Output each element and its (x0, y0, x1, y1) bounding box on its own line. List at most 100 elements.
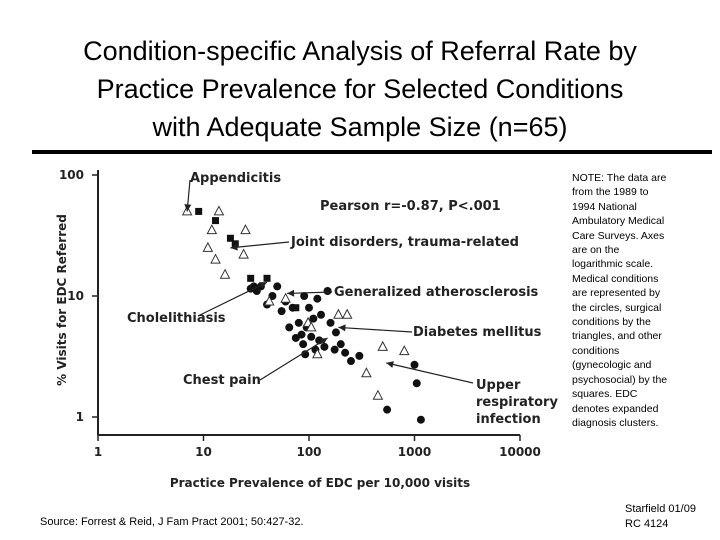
medical-condition-point (323, 286, 332, 295)
medical-condition-point (305, 303, 313, 312)
annotation-arrow-head (287, 289, 295, 297)
medical-condition-point (273, 282, 282, 291)
note-line: (gynecologic and (572, 359, 652, 372)
note-line: are on the (572, 244, 620, 257)
x-tick-label: 1 (94, 445, 102, 459)
surgical-condition-point (398, 345, 410, 356)
medical-condition-point (317, 310, 326, 319)
surgical-condition-point (219, 268, 231, 279)
surgical-condition-point (333, 308, 344, 319)
surgical-condition-point (206, 224, 218, 235)
annotation-arrow-line (199, 281, 268, 316)
medical-condition-point (410, 360, 419, 369)
annotation-arrow-line (259, 337, 328, 381)
other-condition-point (212, 217, 220, 225)
other-condition-point (231, 240, 239, 248)
slide-title-line: with Adequate Sample Size (n=65) (152, 112, 568, 142)
surgical-condition-point (202, 241, 214, 252)
surgical-condition-point (280, 292, 291, 303)
medical-condition-point (309, 314, 318, 323)
chart-note: NOTE: The data are from the 1989 to 1994… (572, 171, 694, 430)
y-tick-label: 10 (67, 289, 84, 303)
note-line: squares. EDC (572, 388, 638, 401)
medical-condition-point (383, 405, 392, 414)
axis-ticks: 1 10 100 1000 10000 1 10 100 (59, 168, 541, 459)
note-line: the circles, surgical (572, 301, 662, 314)
other-condition-point (195, 207, 203, 215)
annotation-arrow-head (184, 204, 192, 212)
surgical-condition-point (210, 253, 221, 264)
y-tick-label: 100 (59, 168, 84, 182)
note-line: 1994 National (572, 200, 637, 213)
medical-condition-point (277, 307, 286, 316)
annotation-arrow-head (386, 361, 394, 368)
title-divider (32, 150, 712, 154)
surgical-condition-point (372, 389, 384, 400)
pearson-stats: Pearson r=-0.87, P<.001 (320, 199, 501, 214)
slide-title-line: Condition-specific Analysis of Referral … (83, 36, 637, 66)
note-line: Care Surveys. Axes (572, 229, 665, 242)
note-line: Ambulatory Medical (572, 215, 665, 228)
note-line: triangles, and other (572, 330, 662, 343)
annotation-arrow-head (230, 243, 238, 251)
annotation-upper-respiratory-infection-1: Upper (476, 378, 521, 393)
medical-condition-point (341, 348, 350, 357)
note-line: conditions by the (572, 316, 651, 329)
y-axis-label: % Visits for EDC Referred (55, 214, 69, 386)
medical-condition-point (294, 318, 303, 327)
other-condition-point (263, 274, 271, 282)
source-citation: Source: Forrest & Reid, J Fam Pract 2001… (40, 516, 304, 528)
medical-condition-point (326, 318, 335, 327)
medical-condition-point (320, 342, 329, 351)
scatter-chart: 1 10 100 1000 10000 1 10 100 % Visits for EDC R… (55, 168, 558, 490)
x-tick-label: 10000 (499, 445, 541, 459)
annotation-arrows (184, 179, 474, 384)
note-line: diagnosis clusters. (572, 416, 659, 429)
other-condition-point (292, 304, 300, 312)
medical-condition-point (300, 292, 309, 300)
medical-condition-point (297, 330, 306, 339)
annotation-generalized-atherosclerosis: Generalized atherosclerosis (334, 285, 539, 300)
surgical-condition-point (361, 367, 372, 378)
annotation-upper-respiratory-infection-3: infection (476, 412, 541, 427)
other-condition-point (226, 234, 234, 242)
note-line: logarithmic scale. (572, 258, 654, 271)
annotation-upper-respiratory-infection-2: respiratory (476, 395, 558, 410)
medical-condition-point (336, 340, 345, 349)
annotation-arrow-line (230, 241, 290, 249)
surgical-condition-point (377, 340, 389, 351)
medical-condition-point (285, 323, 294, 332)
annotation-arrow-line (338, 326, 413, 333)
footer-code: RC 4124 (625, 518, 669, 530)
annotation-arrow-line (287, 291, 333, 295)
x-tick-label: 10 (195, 445, 212, 459)
annotation-chest-pain: Chest pain (183, 373, 261, 388)
footer-author-date: Starfield 01/09 (625, 503, 696, 515)
medical-condition-point (330, 345, 339, 354)
slide-title-line: Practice Prevalence for Selected Conditi… (96, 74, 624, 104)
annotation-arrow-head (259, 282, 268, 289)
other-condition-point (247, 274, 255, 282)
annotation-arrow-head (319, 337, 328, 345)
note-line: conditions (572, 344, 620, 357)
x-tick-label: 100 (296, 445, 321, 459)
annotation-joint-disorders: Joint disorders, trauma-related (290, 235, 519, 250)
annotation-diabetes-mellitus: Diabetes mellitus (413, 325, 542, 340)
medical-condition-point (313, 294, 322, 303)
surgical-condition-point (263, 295, 275, 306)
y-tick-label: 1 (76, 410, 84, 424)
surgical-condition-point (341, 308, 353, 319)
footer-reference: Starfield 01/09 RC 4124 (625, 502, 696, 532)
annotation-arrow-line (386, 362, 474, 384)
medical-condition-point (307, 332, 316, 341)
x-tick-label: 1000 (398, 445, 431, 459)
medical-condition-point (412, 379, 421, 388)
note-line: psychosocial) by the (572, 373, 668, 386)
slide-title: Condition-specific Analysis of Referral … (0, 32, 720, 146)
medical-condition-point (355, 351, 364, 360)
medical-condition-point (416, 415, 425, 424)
annotation-arrow-head (338, 324, 346, 332)
x-axis-label: Practice Prevalence of EDC per 10,000 vi… (170, 476, 470, 490)
medical-condition-point (301, 350, 310, 359)
note-line: from the 1989 to (572, 186, 649, 199)
